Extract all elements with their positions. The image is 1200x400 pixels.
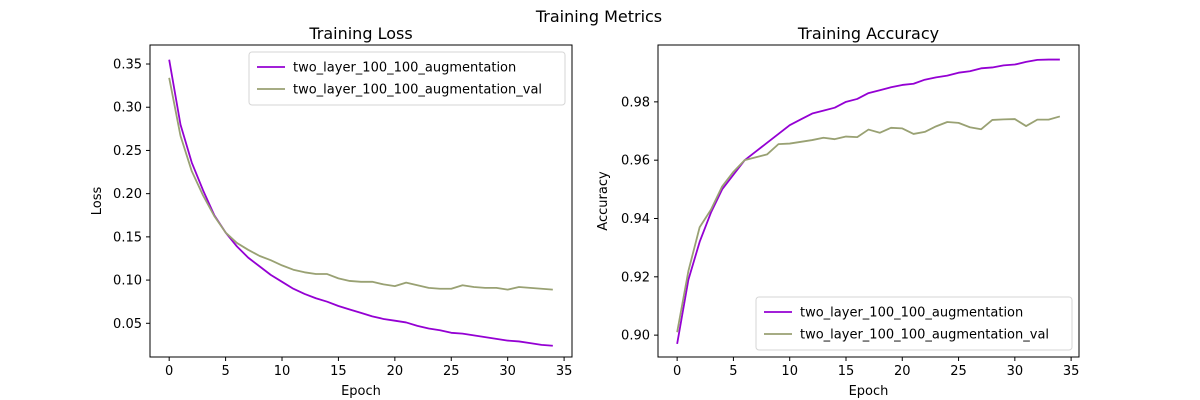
figure-suptitle: Training Metrics <box>535 7 662 26</box>
x-tick-label: 0 <box>165 364 173 379</box>
series-line-train <box>168 59 553 347</box>
y-tick-label: 0.20 <box>113 187 142 202</box>
y-tick-label: 0.94 <box>621 212 650 227</box>
legend-entry-label: two_layer_100_100_augmentation_val <box>800 328 1049 343</box>
subplot-title: Training Accuracy <box>797 24 939 43</box>
y-tick-label: 0.90 <box>621 329 650 344</box>
legend: two_layer_100_100_augmentation two_layer_… <box>248 51 566 106</box>
y-tick-label: 0.15 <box>113 230 142 245</box>
legend-entry-label: two_layer_100_100_augmentation_val <box>293 83 542 98</box>
legend: two_layer_100_100_augmentation two_layer_… <box>755 296 1073 351</box>
x-tick-label: 20 <box>387 364 404 379</box>
series-line-val <box>676 115 1061 333</box>
legend-box <box>248 51 566 106</box>
y-axis-label: Loss <box>90 187 105 216</box>
x-tick-label: 15 <box>838 364 855 379</box>
x-tick-label: 5 <box>221 364 229 379</box>
x-tick-label: 15 <box>330 364 347 379</box>
legend-box <box>755 296 1073 351</box>
y-tick-label: 0.98 <box>621 95 650 110</box>
x-tick-label: 20 <box>894 364 911 379</box>
x-tick-label: 30 <box>1007 364 1024 379</box>
x-tick-label: 35 <box>556 364 573 379</box>
x-tick-label: 0 <box>673 364 681 379</box>
legend-entry-label: two_layer_100_100_augmentation <box>800 306 1023 321</box>
x-tick-label: 25 <box>950 364 967 379</box>
y-tick-label: 0.25 <box>113 144 142 159</box>
axes-frame <box>657 44 1080 358</box>
y-tick-label: 0.10 <box>113 274 142 289</box>
y-tick-label: 0.96 <box>621 154 650 169</box>
legend-entry-label: two_layer_100_100_augmentation <box>293 61 516 76</box>
x-axis-label: Epoch <box>849 384 889 399</box>
series-line-val <box>168 77 553 291</box>
x-tick-label: 10 <box>274 364 291 379</box>
subplot-title: Training Loss <box>308 24 412 43</box>
x-tick-label: 35 <box>1063 364 1080 379</box>
x-axis-label: Epoch <box>341 384 381 399</box>
x-tick-label: 10 <box>781 364 798 379</box>
x-tick-label: 30 <box>499 364 516 379</box>
y-tick-label: 0.92 <box>621 270 650 285</box>
x-tick-label: 25 <box>443 364 460 379</box>
subplot-loss: 0 5 10 15 20 25 30 35 0.05 0.10 0.15 0.20 0.25 0.30 0.… <box>90 24 573 399</box>
y-tick-label: 0.05 <box>113 317 142 332</box>
y-tick-label: 0.35 <box>113 58 142 73</box>
y-tick-label: 0.30 <box>113 101 142 116</box>
x-tick-label: 5 <box>729 364 737 379</box>
subplot-accuracy: 0 5 10 15 20 25 30 35 0.90 0.92 0.94 0.96 0.98 Traini… <box>596 24 1080 399</box>
y-axis-label: Accuracy <box>596 171 611 231</box>
axes-frame <box>149 44 573 358</box>
